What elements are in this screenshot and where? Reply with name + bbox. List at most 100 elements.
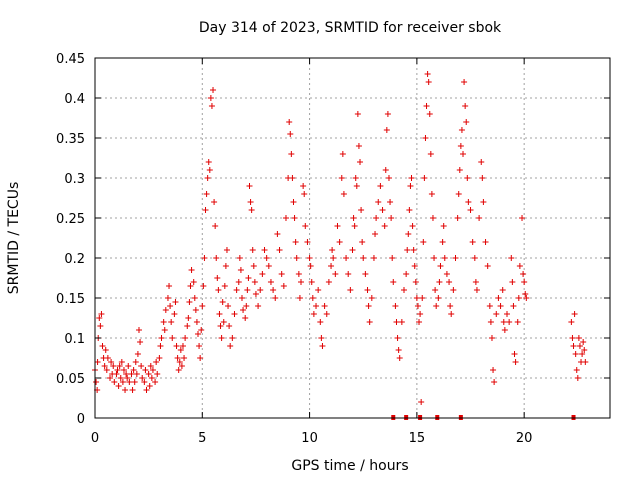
data-point bbox=[237, 267, 244, 273]
data-point bbox=[362, 271, 369, 277]
data-point bbox=[192, 307, 199, 313]
data-point bbox=[450, 287, 457, 293]
data-point bbox=[113, 371, 120, 377]
data-point bbox=[171, 311, 178, 317]
data-point bbox=[417, 311, 424, 317]
data-point bbox=[350, 215, 357, 221]
data-point bbox=[221, 283, 228, 289]
data-point bbox=[233, 287, 240, 293]
data-point bbox=[104, 355, 111, 361]
x-axis-label: GPS time / hours bbox=[291, 458, 408, 474]
data-point bbox=[137, 339, 144, 345]
data-point bbox=[414, 303, 421, 309]
data-point bbox=[276, 247, 283, 253]
data-point bbox=[458, 127, 465, 133]
data-point bbox=[570, 343, 577, 349]
data-point bbox=[249, 247, 256, 253]
data-point bbox=[370, 255, 377, 261]
data-point bbox=[439, 239, 446, 245]
data-point bbox=[306, 255, 313, 261]
data-point bbox=[162, 307, 169, 313]
data-point bbox=[395, 347, 402, 353]
data-point bbox=[406, 207, 413, 213]
data-point bbox=[581, 347, 588, 353]
data-point bbox=[235, 279, 242, 285]
data-point bbox=[126, 379, 133, 385]
data-point bbox=[114, 367, 121, 373]
data-point bbox=[523, 295, 530, 301]
data-point bbox=[486, 303, 493, 309]
data-point bbox=[218, 335, 225, 341]
x-tick-label: 20 bbox=[516, 431, 533, 446]
plot-frame bbox=[94, 57, 611, 419]
data-point bbox=[197, 355, 204, 361]
data-point bbox=[217, 323, 224, 329]
data-point bbox=[118, 359, 125, 365]
data-point bbox=[432, 287, 439, 293]
data-point bbox=[93, 379, 100, 385]
data-point bbox=[265, 263, 272, 269]
data-point bbox=[119, 379, 126, 385]
data-point bbox=[334, 223, 341, 229]
data-point bbox=[572, 351, 579, 357]
data-point bbox=[289, 175, 296, 181]
data-point bbox=[156, 355, 163, 361]
data-point bbox=[373, 215, 380, 221]
data-point bbox=[317, 319, 324, 325]
data-point bbox=[392, 303, 399, 309]
data-point bbox=[384, 111, 391, 117]
data-point bbox=[482, 239, 489, 245]
y-tick-label: 0.3 bbox=[64, 172, 85, 187]
data-point bbox=[246, 183, 253, 189]
data-point bbox=[293, 255, 300, 261]
data-point bbox=[202, 207, 209, 213]
data-point bbox=[420, 239, 427, 245]
data-point bbox=[166, 283, 173, 289]
data-point bbox=[175, 367, 182, 373]
data-point bbox=[138, 363, 145, 369]
data-point bbox=[227, 343, 234, 349]
data-point bbox=[582, 359, 589, 365]
data-point bbox=[516, 263, 523, 269]
data-point bbox=[206, 167, 213, 173]
data-point bbox=[220, 319, 227, 325]
data-point bbox=[403, 271, 410, 277]
data-point bbox=[457, 143, 464, 149]
data-point bbox=[347, 287, 354, 293]
data-point bbox=[431, 255, 438, 261]
data-point bbox=[190, 279, 197, 285]
data-point bbox=[419, 295, 426, 301]
data-point bbox=[522, 291, 529, 297]
data-point bbox=[108, 359, 115, 365]
data-point bbox=[343, 255, 350, 261]
data-point bbox=[101, 363, 108, 369]
data-point bbox=[357, 159, 364, 165]
data-point bbox=[291, 215, 298, 221]
data-point bbox=[352, 175, 359, 181]
data-points bbox=[92, 71, 589, 420]
data-point bbox=[447, 303, 454, 309]
data-point bbox=[500, 319, 507, 325]
data-point bbox=[257, 287, 264, 293]
data-point bbox=[179, 343, 186, 349]
axis-ticks: 0 0.05 0.1 0.15 0.2 0.25 0.3 0.35 0.4 0.45 0 5 10 15 2… bbox=[56, 52, 610, 446]
data-point bbox=[216, 311, 223, 317]
data-point bbox=[298, 279, 304, 285]
data-point bbox=[186, 299, 193, 305]
data-point bbox=[188, 267, 195, 273]
data-point bbox=[340, 191, 347, 197]
data-point bbox=[196, 343, 203, 349]
data-point bbox=[467, 207, 474, 213]
data-point bbox=[411, 263, 418, 269]
data-point bbox=[488, 335, 495, 341]
data-point bbox=[493, 311, 500, 317]
data-point bbox=[509, 279, 516, 285]
data-point bbox=[325, 279, 332, 285]
data-point bbox=[490, 367, 497, 373]
data-point bbox=[407, 183, 414, 189]
data-point bbox=[226, 323, 233, 329]
data-point bbox=[571, 311, 578, 317]
data-point bbox=[204, 175, 211, 181]
data-point bbox=[318, 335, 325, 341]
